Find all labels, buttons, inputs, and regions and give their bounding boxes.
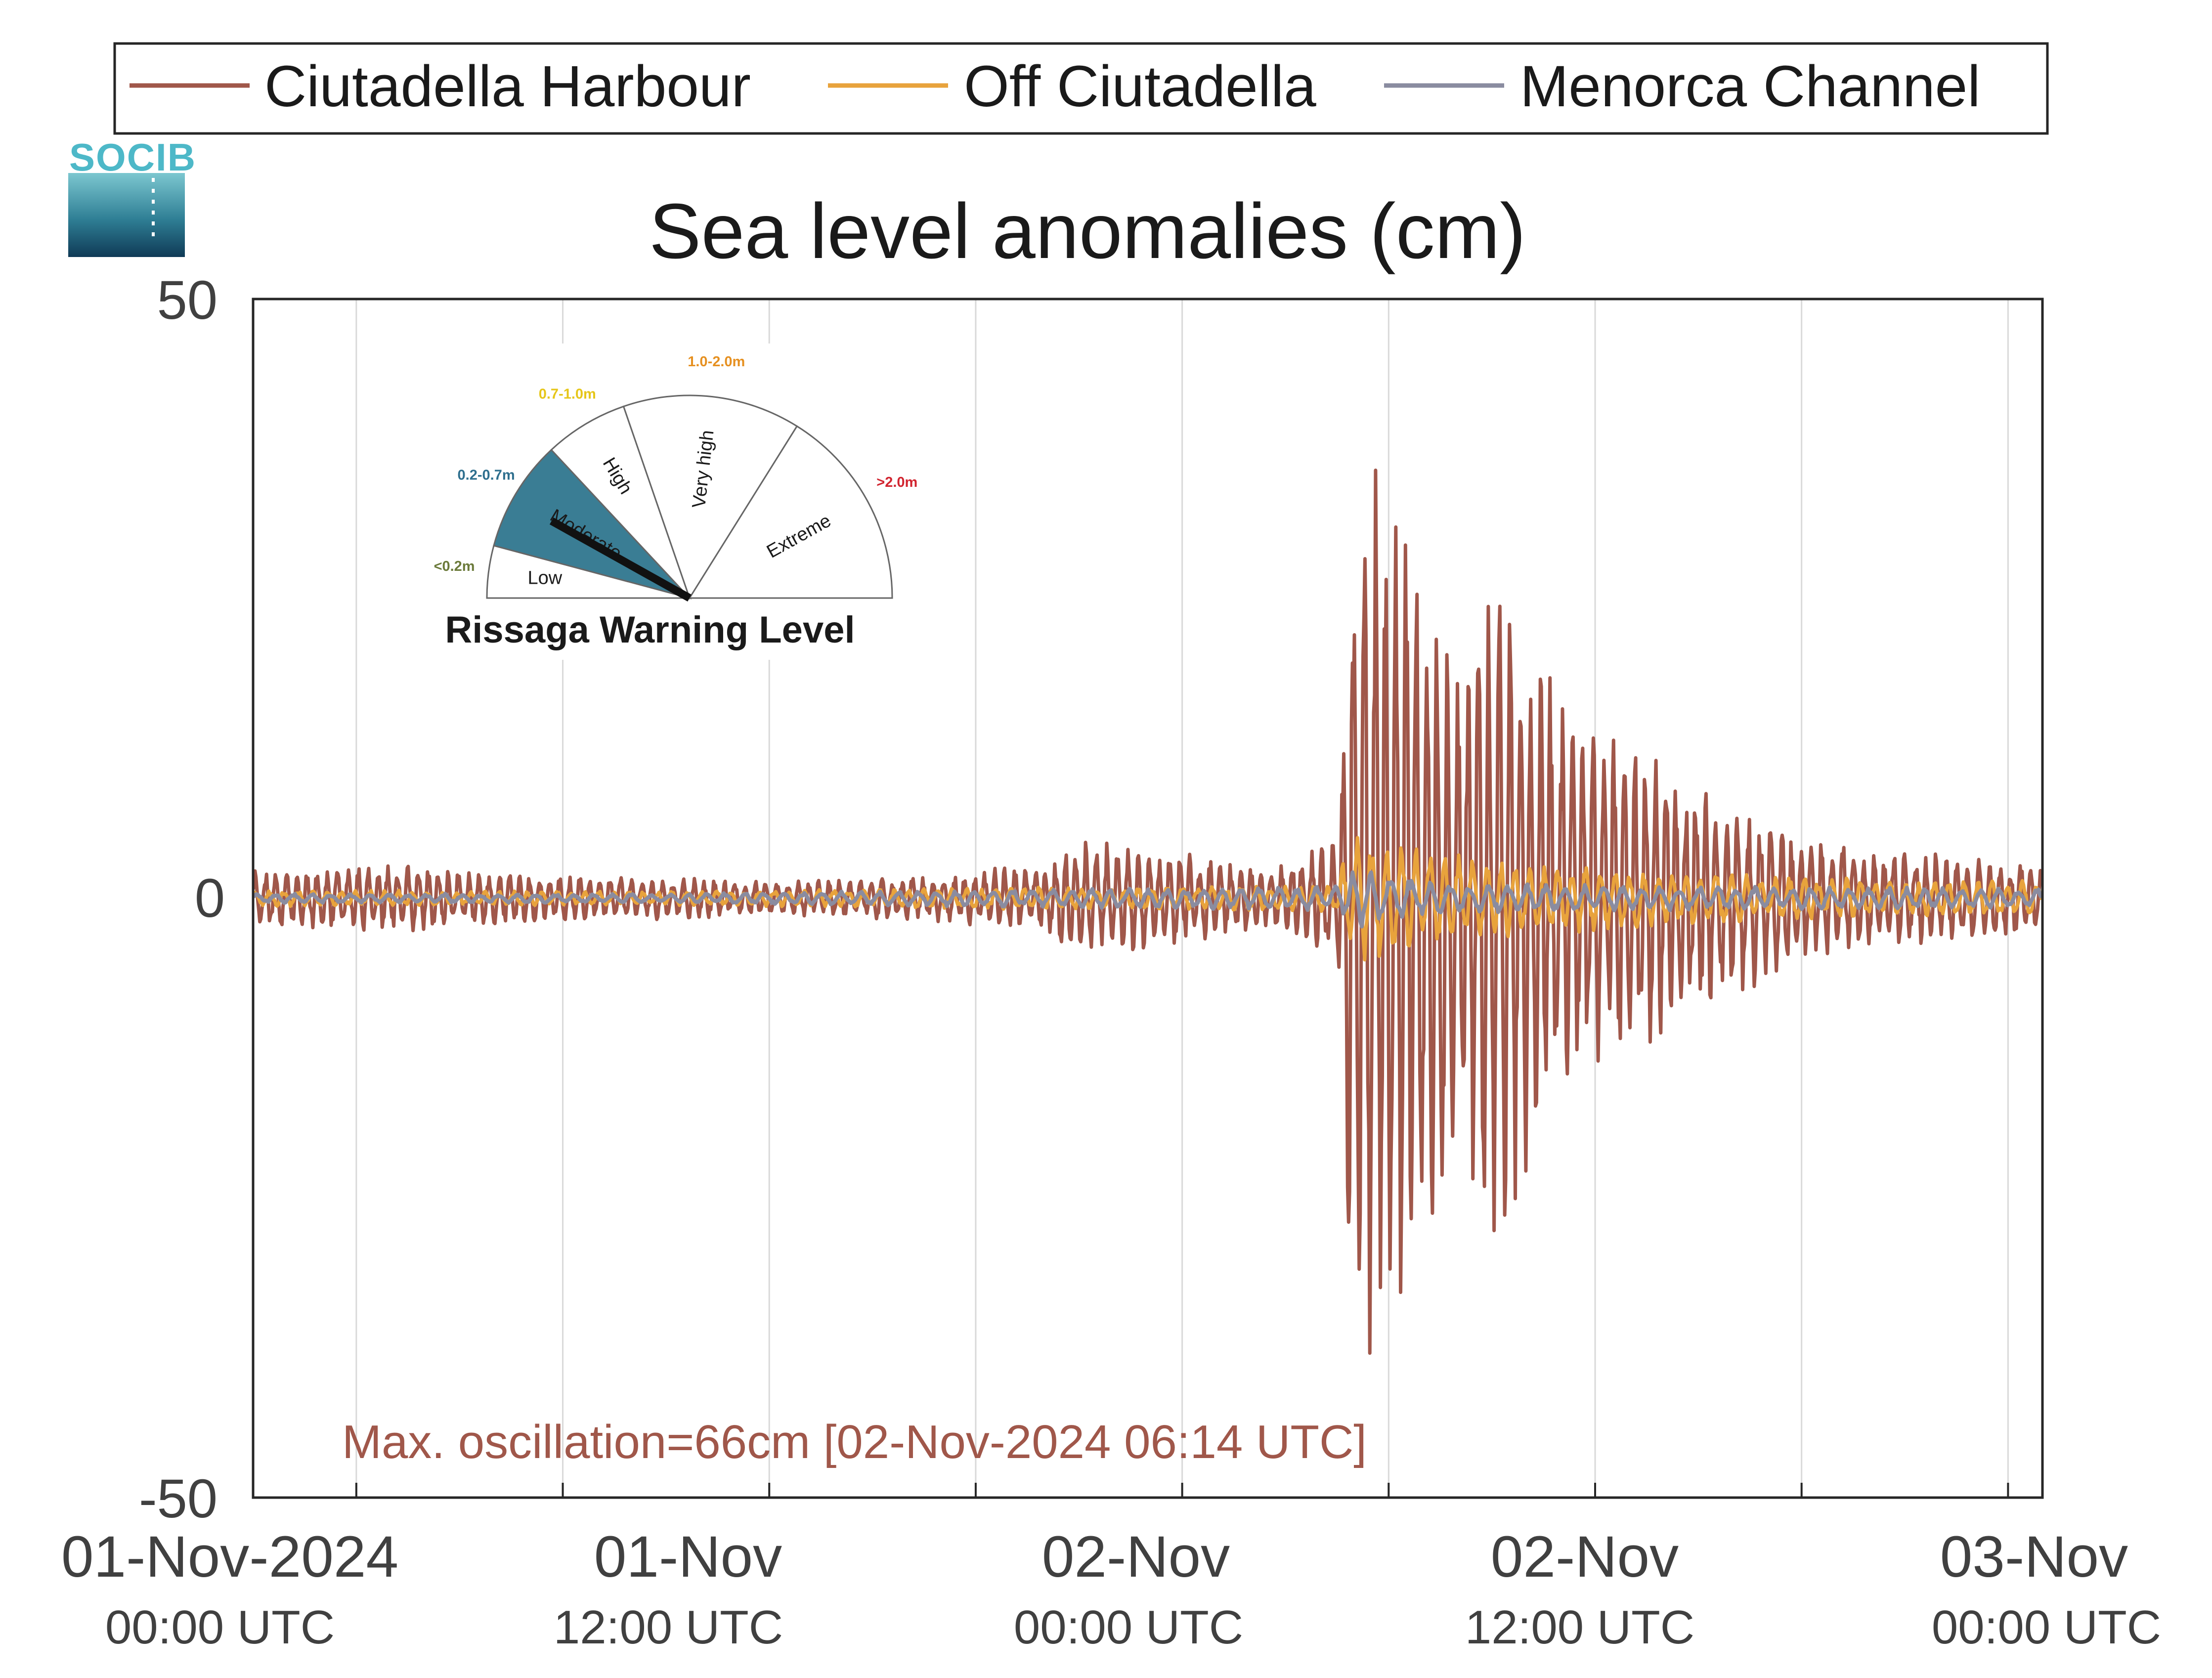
gauge-needle	[549, 517, 692, 602]
gauge-sectors	[486, 394, 893, 600]
x-tick-label-date: 02-Nov	[1491, 1524, 1679, 1590]
series-line-ciutadella-harbour	[253, 469, 2042, 1355]
gauge-sector-moderate	[493, 448, 692, 600]
gauge-category-label: Low	[527, 568, 562, 589]
x-tick-label-date: 01-Nov	[594, 1524, 782, 1590]
gauge-range-label: <0.2m	[434, 559, 475, 574]
gauge-range-label: 0.2-0.7m	[458, 467, 515, 483]
chart-title: Sea level anomalies (cm)	[649, 188, 1526, 275]
y-tick-label: 0	[195, 868, 225, 929]
series-layer	[253, 469, 2042, 1355]
series-line-off-ciutadella	[253, 836, 2042, 962]
legend-label-ciutadella-harbour: Ciutadella Harbour	[264, 54, 751, 119]
gauge-title: Rissaga Warning Level	[445, 609, 855, 651]
x-tick-label-time: 00:00 UTC	[105, 1601, 335, 1654]
gauge-range-label: >2.0m	[876, 474, 917, 490]
gauge-range-label: 0.7-1.0m	[539, 386, 596, 402]
legend-item-off-ciutadella[interactable]: Off Ciutadella	[828, 54, 1316, 119]
x-tick-label-date: 03-Nov	[1940, 1524, 2128, 1590]
legend: Ciutadella Harbour Off Ciutadella Menorc…	[113, 42, 2049, 135]
x-tick-label-time: 12:00 UTC	[554, 1601, 783, 1654]
gauge-sector-very-high	[622, 394, 798, 600]
x-tick-labels: 01-Nov-2024 00:00 UTC 01-Nov 12:00 UTC 0…	[61, 1524, 2161, 1654]
legend-box	[113, 42, 2049, 135]
socib-logo-text: SOCIB	[69, 135, 196, 179]
y-tick-label: -50	[139, 1468, 217, 1529]
series-line-menorca-channel	[253, 870, 2042, 929]
gauge-range-label: 1.0-2.0m	[688, 354, 745, 370]
legend-label-menorca-channel: Menorca Channel	[1520, 54, 1980, 119]
legend-item-ciutadella-harbour[interactable]: Ciutadella Harbour	[130, 54, 751, 119]
gauge-sector-high	[550, 405, 691, 599]
x-tick-label-date: 01-Nov-2024	[61, 1524, 398, 1590]
legend-label-off-ciutadella: Off Ciutadella	[964, 54, 1316, 119]
x-tick-label-time: 00:00 UTC	[1932, 1601, 2161, 1654]
x-tick-label-time: 12:00 UTC	[1465, 1601, 1694, 1654]
legend-item-menorca-channel[interactable]: Menorca Channel	[1384, 54, 1980, 119]
x-tick-label-date: 02-Nov	[1042, 1524, 1230, 1590]
gauge-sector-extreme	[688, 425, 893, 599]
y-tick-label: 50	[157, 270, 217, 331]
x-tick-marks	[355, 1483, 2009, 1498]
max-oscillation-annotation: Max. oscillation=66cm [02-Nov-2024 06:14…	[342, 1416, 1367, 1468]
plot-frame	[252, 298, 2044, 1499]
socib-logo-block	[68, 173, 185, 257]
x-tick-label-time: 00:00 UTC	[1014, 1601, 1243, 1654]
socib-logo: SOCIB	[68, 135, 196, 257]
